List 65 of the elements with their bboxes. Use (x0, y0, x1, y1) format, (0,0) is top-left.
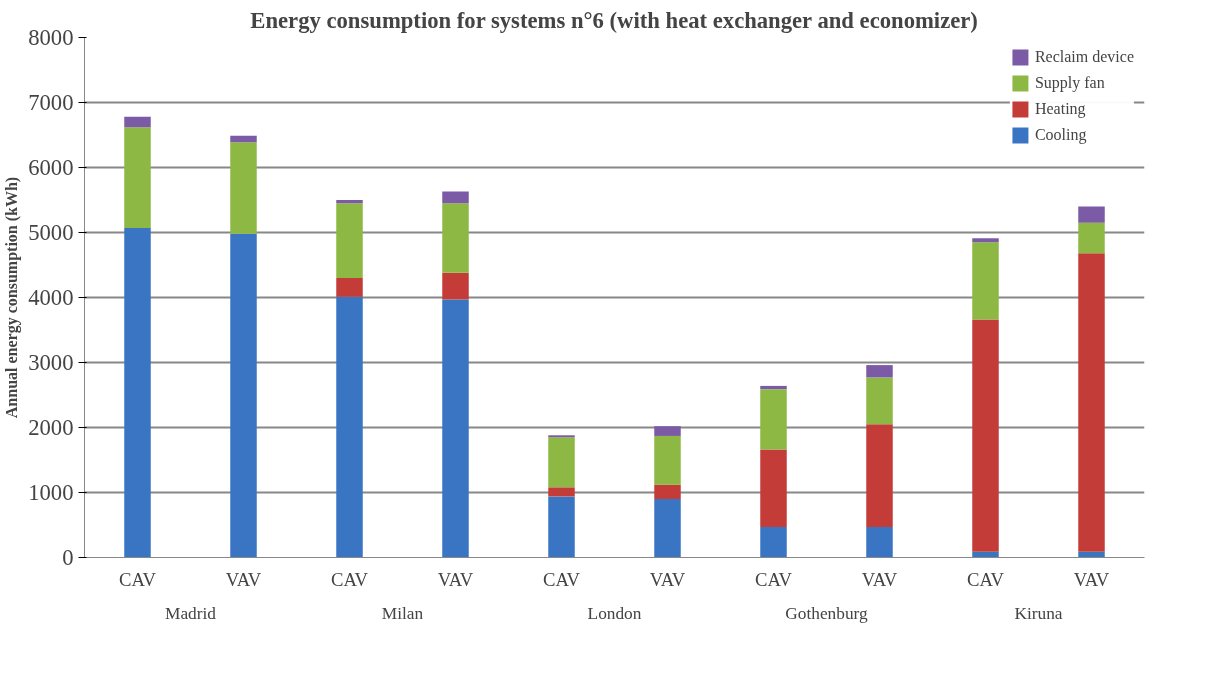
bar (654, 484, 681, 499)
bar (866, 526, 893, 558)
y-tick-label: 5000 (28, 220, 74, 245)
y-tick-label: 2000 (28, 415, 74, 440)
bar (230, 233, 257, 558)
y-tick-label: 8000 (28, 25, 74, 50)
bar (336, 200, 363, 204)
bar (230, 142, 257, 234)
y-tick-label: 4000 (28, 285, 74, 310)
x-tick-label: VAV (1073, 568, 1110, 590)
bar (654, 499, 681, 558)
y-tick-label: 3000 (28, 350, 74, 375)
chart-title: Energy consumption for systems n°6 (with heat exchanger and economizer) (250, 7, 978, 33)
bar (972, 242, 999, 320)
bar (1078, 206, 1105, 223)
y-tick-label: 6000 (28, 155, 74, 180)
x-tick-label: VAV (225, 568, 262, 590)
bar (124, 127, 151, 228)
bar (866, 424, 893, 527)
bar (760, 449, 787, 527)
bar (442, 272, 469, 300)
text: Milan (381, 603, 424, 623)
text: Gothenburg (785, 603, 869, 623)
bar (336, 296, 363, 558)
legend-label: Cooling (1034, 126, 1087, 144)
y-tick-label: 7000 (28, 90, 74, 115)
bar (866, 365, 893, 378)
bar (654, 435, 681, 485)
legend-label: Reclaim device (1034, 48, 1134, 66)
x-tick-label: CAV (119, 568, 157, 590)
x-tick-label: CAV (331, 568, 369, 590)
bar (1078, 253, 1105, 552)
bar (124, 116, 151, 128)
x-tick-label: VAV (437, 568, 474, 590)
y-axis-title: Annual energy consumption (kWh) (3, 176, 22, 419)
bar (442, 191, 469, 204)
x-tick-label: VAV (649, 568, 686, 590)
bar (760, 526, 787, 558)
text: Kiruna (1014, 603, 1063, 623)
bar (336, 278, 363, 297)
bar (442, 299, 469, 558)
text: Madrid (164, 603, 217, 623)
bar (654, 426, 681, 436)
y-tick-label: 1000 (28, 480, 74, 505)
bar (230, 135, 257, 143)
bar (760, 385, 787, 390)
bar (548, 487, 575, 497)
bar (548, 496, 575, 558)
bar (1078, 222, 1105, 254)
bar (548, 437, 575, 488)
x-tick-label: VAV (861, 568, 898, 590)
bar (124, 227, 151, 558)
text: London (587, 603, 642, 623)
legend-label: Heating (1034, 100, 1086, 118)
legend-label: Supply fan (1034, 74, 1105, 92)
bar (866, 377, 893, 425)
x-tick-label: CAV (755, 568, 793, 590)
bar (336, 203, 363, 278)
bar (972, 319, 999, 552)
y-tick-label: 0 (62, 545, 74, 570)
bar (972, 238, 999, 243)
bar (760, 389, 787, 450)
bar (442, 203, 469, 273)
x-tick-label: CAV (543, 568, 581, 590)
x-tick-label: CAV (967, 568, 1005, 590)
